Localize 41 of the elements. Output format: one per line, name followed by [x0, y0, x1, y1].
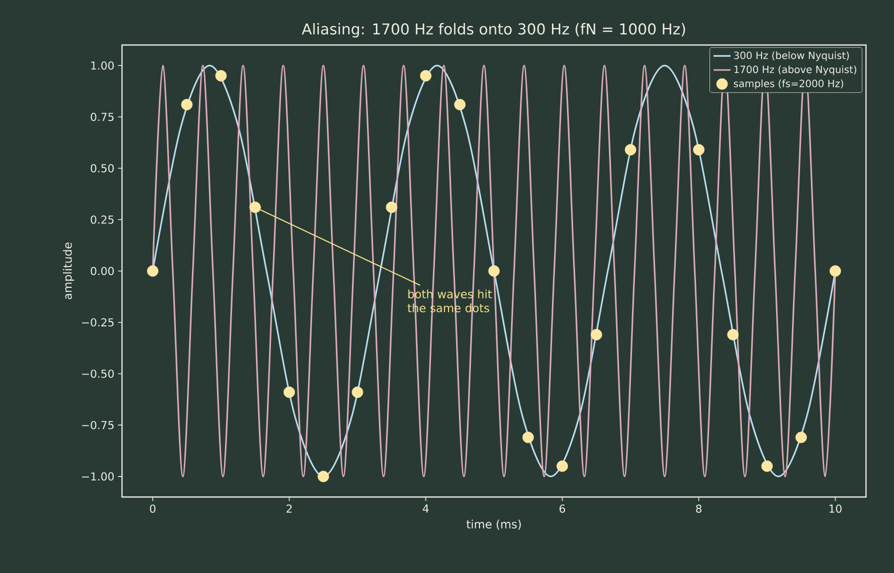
point: [420, 70, 432, 82]
chart-title: Aliasing: 1700 Hz folds onto 300 Hz (fN = 1000 Hz): [302, 23, 686, 38]
point: [727, 328, 739, 340]
y-tick-label: 0.00: [90, 266, 114, 276]
point: [590, 328, 602, 340]
point: [830, 265, 841, 277]
y-tick-label: 1.00: [91, 61, 114, 70]
y-tick-label: −0.50: [82, 370, 114, 378]
x-tick-label: 10: [830, 504, 842, 513]
point: [522, 432, 534, 444]
point: [624, 144, 636, 156]
point: [761, 460, 773, 472]
point: [488, 265, 500, 277]
point: [147, 265, 158, 277]
x-tick-label: 8: [696, 504, 702, 513]
y-tick-label: −1.00: [82, 472, 114, 481]
point: [284, 386, 295, 398]
x-tick-label: 0: [150, 504, 156, 513]
point: [215, 70, 227, 82]
x-tick-label: 2: [286, 504, 292, 513]
legend-label: samples (fs=2000 Hz): [734, 80, 844, 90]
y-tick-label: 0.50: [90, 164, 114, 172]
x-axis-title: time (ms): [466, 520, 521, 530]
y-tick-label: −0.25: [82, 318, 114, 326]
point: [454, 98, 466, 110]
legend-label: 300 Hz (below Nyquist): [734, 51, 849, 62]
point: [386, 202, 398, 213]
point: [795, 432, 807, 444]
legend-label: 1700 Hz (above Nyquist): [734, 65, 856, 76]
y-axis-title: amplitude: [62, 242, 74, 300]
x-tick-label: 4: [422, 504, 429, 512]
x-tick-label: 6: [560, 504, 566, 513]
y-tick-label: 0.25: [90, 215, 114, 224]
point: [352, 386, 364, 398]
point: [181, 98, 193, 110]
y-tick-label: −0.75: [82, 420, 114, 430]
point: [556, 460, 568, 472]
point: [249, 202, 261, 213]
point: [318, 470, 330, 482]
point: [693, 144, 704, 156]
y-tick-label: 0.75: [90, 112, 114, 122]
